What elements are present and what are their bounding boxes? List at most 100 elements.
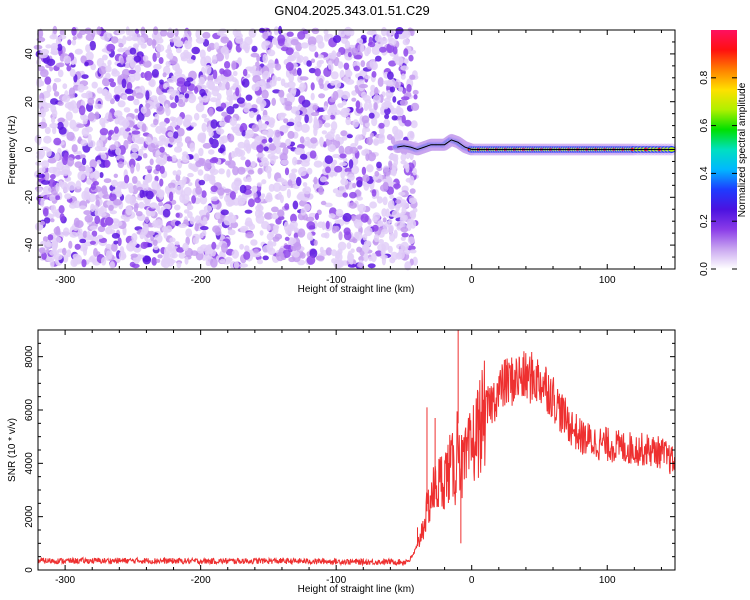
spectrogram-cell: [233, 177, 242, 187]
spectrogram-cell: [53, 137, 62, 146]
spectrogram-cell: [184, 40, 189, 48]
spectrogram-cell: [210, 185, 218, 193]
spectrogram-cell: [346, 134, 353, 139]
spectrogram-cell: [355, 234, 360, 240]
spectrogram-cell: [108, 112, 113, 123]
spectrogram-cell: [158, 94, 167, 102]
spectrogram-cell: [306, 232, 313, 241]
spectrogram-cell: [206, 46, 212, 52]
spectrogram-cell: [401, 96, 410, 101]
spectrogram-cell: [304, 114, 309, 124]
spectrogram-cell: [290, 213, 297, 224]
spectrogram-cell: [262, 245, 271, 253]
spectrogram-cell: [41, 179, 50, 185]
spectrogram-cell: [113, 110, 123, 118]
spectrogram-cell: [365, 153, 370, 161]
spectrogram-cell: [240, 156, 246, 161]
spectrogram-cell: [310, 82, 315, 91]
spectrogram-cell: [167, 131, 174, 138]
spectrogram-cell: [73, 217, 80, 228]
spectrogram-cell: [199, 244, 209, 252]
spectrogram-cell: [109, 81, 116, 88]
spectrogram-cell: [255, 214, 265, 224]
spectrogram-cell: [145, 136, 152, 145]
spectrogram-cell: [108, 130, 113, 137]
spectrogram-cell: [262, 70, 271, 80]
spectrogram-cell: [329, 97, 336, 103]
spectrogram-cell: [286, 121, 295, 127]
spectrogram-cell: [202, 216, 208, 225]
spectrogram-cell: [344, 26, 353, 36]
spectrogram-cell: [388, 219, 393, 224]
spectrogram-cell: [279, 194, 284, 204]
spectrogram-cell: [127, 182, 134, 191]
spectrogram-cell: [98, 66, 107, 75]
spectrogram-cell: [239, 125, 244, 133]
spectrogram-cell: [115, 190, 123, 198]
spectrogram-cell: [147, 142, 156, 153]
spectrogram-cell: [46, 58, 56, 66]
spectrogram-cell: [233, 261, 240, 269]
spectrogram-cell: [341, 90, 351, 100]
spectrogram-cell: [194, 222, 199, 232]
spectrogram-cell: [198, 147, 204, 157]
spectrogram-cell: [272, 37, 278, 45]
spectrogram-cell: [70, 100, 77, 110]
spectrogram-cell: [299, 136, 305, 144]
spectrogram-cell: [289, 55, 295, 61]
spectrogram-cell: [63, 183, 69, 193]
spectrogram-cell: [117, 237, 122, 247]
spectrogram-cell: [62, 247, 67, 256]
spectrogram-cell: [140, 26, 146, 36]
spectrogram-cell: [266, 232, 274, 241]
spectrogram-cell: [59, 30, 65, 36]
spectrogram-cell: [245, 159, 251, 168]
spectrogram-cell: [82, 246, 88, 256]
spectrogram-cell: [58, 126, 67, 135]
spectrogram-cell: [387, 71, 394, 80]
spectrogram-cell: [195, 160, 203, 168]
spectrogram-cell: [299, 82, 306, 91]
spectrogram-cell: [396, 107, 404, 117]
spectrogram-cell: [325, 166, 331, 174]
spectrogram-cell: [274, 138, 281, 147]
spectrogram-cell: [267, 59, 275, 69]
spectrogram-cell: [64, 193, 72, 200]
spectrogram-cell: [225, 160, 231, 166]
spectrogram-cell: [135, 162, 141, 172]
spectrogram-cell: [179, 193, 186, 203]
spectrogram-cell: [314, 68, 321, 77]
spectrogram-cell: [59, 34, 67, 40]
spectrogram-cell: [192, 237, 199, 244]
spectrogram-cell: [140, 106, 147, 114]
spectrogram-cell: [374, 250, 383, 257]
spectrogram-cell: [208, 130, 214, 137]
spectrogram-cell: [38, 149, 46, 158]
spectrogram-cell: [173, 146, 183, 153]
spectrogram-cell: [371, 117, 378, 127]
spectrogram-cell: [262, 159, 270, 167]
spectrogram-cell: [231, 60, 237, 71]
spectrogram-cell: [57, 69, 64, 78]
spectrogram-cell: [374, 170, 380, 177]
spectrogram-cell: [42, 207, 49, 217]
spectrogram-cell: [236, 97, 245, 104]
spectrogram-cell: [57, 101, 64, 106]
spectrogram-cell: [45, 44, 52, 49]
spectrogram-cell: [153, 118, 159, 126]
spectrogram-cell: [400, 236, 406, 241]
spectrogram-cell: [356, 196, 363, 201]
x-tick-label: -300: [55, 575, 75, 586]
spectrogram-cell: [301, 99, 311, 108]
spectrogram-cell: [257, 259, 263, 265]
spectrogram-cell: [325, 247, 333, 256]
spectrogram-cell: [275, 146, 281, 155]
snr-series-line: [37, 351, 676, 567]
spectrogram-cell: [71, 144, 78, 153]
spectrogram-cell: [217, 187, 225, 196]
spectrogram-cell: [412, 167, 418, 176]
spectrogram-cell: [53, 78, 62, 83]
spectrogram-cell: [173, 40, 183, 47]
spectrogram-cell: [76, 32, 83, 39]
spectrogram-cell: [131, 32, 138, 41]
